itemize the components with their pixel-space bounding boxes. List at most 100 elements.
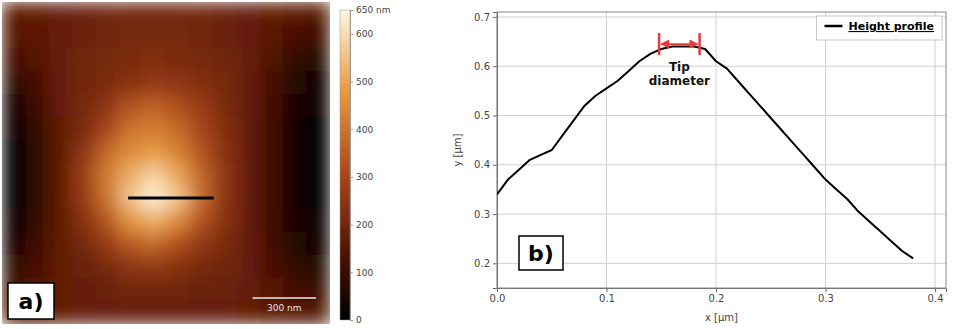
plot-background bbox=[497, 12, 946, 288]
heatmap-cell bbox=[283, 117, 307, 141]
annotation: Tipdiameter bbox=[649, 33, 710, 88]
panel-letter-box bbox=[519, 236, 563, 270]
y-tick-label: 0.4 bbox=[474, 159, 490, 170]
heatmap-cell bbox=[25, 25, 49, 49]
colorbar-axis: 650 nm6005004003002001000 bbox=[350, 5, 391, 325]
heatmap-cell bbox=[2, 232, 26, 256]
heatmap-cell bbox=[25, 2, 49, 26]
heatmap-cell bbox=[49, 232, 73, 256]
heatmap-cell bbox=[96, 48, 120, 72]
y-tick-mark bbox=[493, 66, 497, 67]
colorbar-tick: 300 bbox=[350, 172, 373, 182]
grid-line-y bbox=[497, 115, 946, 116]
heatmap-cell bbox=[143, 255, 167, 279]
heatmap-cell bbox=[260, 25, 284, 49]
heatmap-cell bbox=[49, 2, 73, 26]
legend-swatch bbox=[825, 25, 843, 28]
y-tick: 0.3 bbox=[474, 209, 497, 220]
heatmap-cell bbox=[96, 2, 120, 26]
heatmap-cell bbox=[49, 163, 73, 187]
heatmap-cell bbox=[143, 25, 167, 49]
y-tick-mark bbox=[493, 17, 497, 18]
colorbar-tick: 600 bbox=[350, 29, 373, 39]
colorbar-tick: 400 bbox=[350, 125, 373, 135]
heatmap-cell bbox=[72, 140, 96, 164]
heatmap-cell bbox=[166, 94, 190, 118]
heatmap-cell bbox=[213, 186, 237, 210]
heatmap-cell bbox=[119, 140, 143, 164]
colorbar-tick-label: 600 bbox=[356, 29, 373, 39]
heatmap-cell bbox=[143, 94, 167, 118]
y-tick-label: 0.6 bbox=[474, 61, 490, 72]
panel-letter: b) bbox=[528, 241, 554, 266]
heatmap-cell bbox=[143, 140, 167, 164]
image-area bbox=[2, 2, 330, 324]
y-tick: 0.2 bbox=[474, 258, 497, 269]
heatmap-cell bbox=[236, 301, 260, 324]
heatmap-cell bbox=[143, 71, 167, 95]
heatmap-cell bbox=[96, 278, 120, 302]
heatmap-cell bbox=[166, 25, 190, 49]
heatmap-cell bbox=[283, 140, 307, 164]
heatmap-cell bbox=[166, 117, 190, 141]
heatmap-cell bbox=[119, 278, 143, 302]
y-tick-mark bbox=[493, 116, 497, 117]
heatmap-cell bbox=[189, 71, 213, 95]
heatmap-cell bbox=[213, 117, 237, 141]
heatmap-cell bbox=[143, 48, 167, 72]
legend-box bbox=[817, 16, 942, 40]
plot-frame bbox=[497, 12, 946, 288]
heatmap-cell bbox=[166, 140, 190, 164]
heatmap-cell bbox=[25, 255, 49, 279]
heatmap-cell bbox=[283, 255, 307, 279]
x-axis-line bbox=[498, 289, 947, 293]
y-tick-mark bbox=[493, 263, 497, 264]
heatmap-cell bbox=[236, 232, 260, 256]
x-tick-label: 0.0 bbox=[490, 293, 506, 304]
heatmap-cell bbox=[213, 2, 237, 26]
heatmap-cell bbox=[96, 94, 120, 118]
x-tick-label: 0.4 bbox=[928, 293, 944, 304]
x-tick-label: 0.2 bbox=[709, 293, 725, 304]
heatmap-cell bbox=[2, 186, 26, 210]
heatmap-cell bbox=[143, 278, 167, 302]
heatmap-cell bbox=[2, 140, 26, 164]
heatmap-cell bbox=[236, 209, 260, 233]
annotation-text: Tipdiameter bbox=[649, 60, 710, 88]
colorbar-tick-label: 650 nm bbox=[356, 5, 391, 15]
heatmap-cell bbox=[189, 278, 213, 302]
heatmap-cell bbox=[283, 163, 307, 187]
plot-area bbox=[497, 47, 913, 259]
heatmap-cell bbox=[213, 278, 237, 302]
figure: 300 nma)650 nm60050040030020010000.00.10… bbox=[0, 0, 954, 329]
heatmap-cell bbox=[307, 186, 330, 210]
heatmap-cell bbox=[213, 140, 237, 164]
heatmap-cell bbox=[260, 94, 284, 118]
legend: Height profile bbox=[817, 16, 942, 40]
heatmap-cell bbox=[119, 94, 143, 118]
annotation-bar bbox=[698, 33, 701, 55]
scale-bar bbox=[253, 297, 316, 299]
heatmap-cell bbox=[307, 140, 330, 164]
profile-line bbox=[128, 197, 213, 200]
heatmap-cell bbox=[2, 48, 26, 72]
colorbar-tick-label: 400 bbox=[356, 125, 373, 135]
heatmap-cell bbox=[189, 94, 213, 118]
heatmap-cell bbox=[236, 186, 260, 210]
grid bbox=[497, 12, 946, 288]
grid-line-y bbox=[497, 164, 946, 165]
heatmap-cell bbox=[72, 94, 96, 118]
heatmap-cell bbox=[2, 163, 26, 187]
heatmap-cell bbox=[96, 163, 120, 187]
heatmap-cell bbox=[236, 48, 260, 72]
colorbar-tick: 650 nm bbox=[350, 5, 391, 15]
y-tick-mark bbox=[493, 214, 497, 215]
colorbar-tick: 0 bbox=[350, 315, 362, 325]
colorbar-tick-label: 0 bbox=[356, 315, 362, 325]
heatmap-cell bbox=[25, 94, 49, 118]
heatmap-cell bbox=[143, 2, 167, 26]
grid-line-y bbox=[497, 263, 946, 264]
heatmap-cell bbox=[72, 71, 96, 95]
heatmap-cell bbox=[96, 25, 120, 49]
scale-bar-label: 300 nm bbox=[267, 303, 302, 313]
